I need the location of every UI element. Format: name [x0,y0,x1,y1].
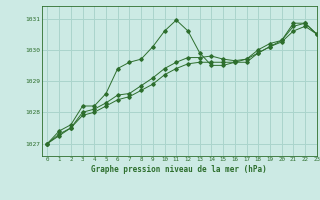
X-axis label: Graphe pression niveau de la mer (hPa): Graphe pression niveau de la mer (hPa) [91,165,267,174]
